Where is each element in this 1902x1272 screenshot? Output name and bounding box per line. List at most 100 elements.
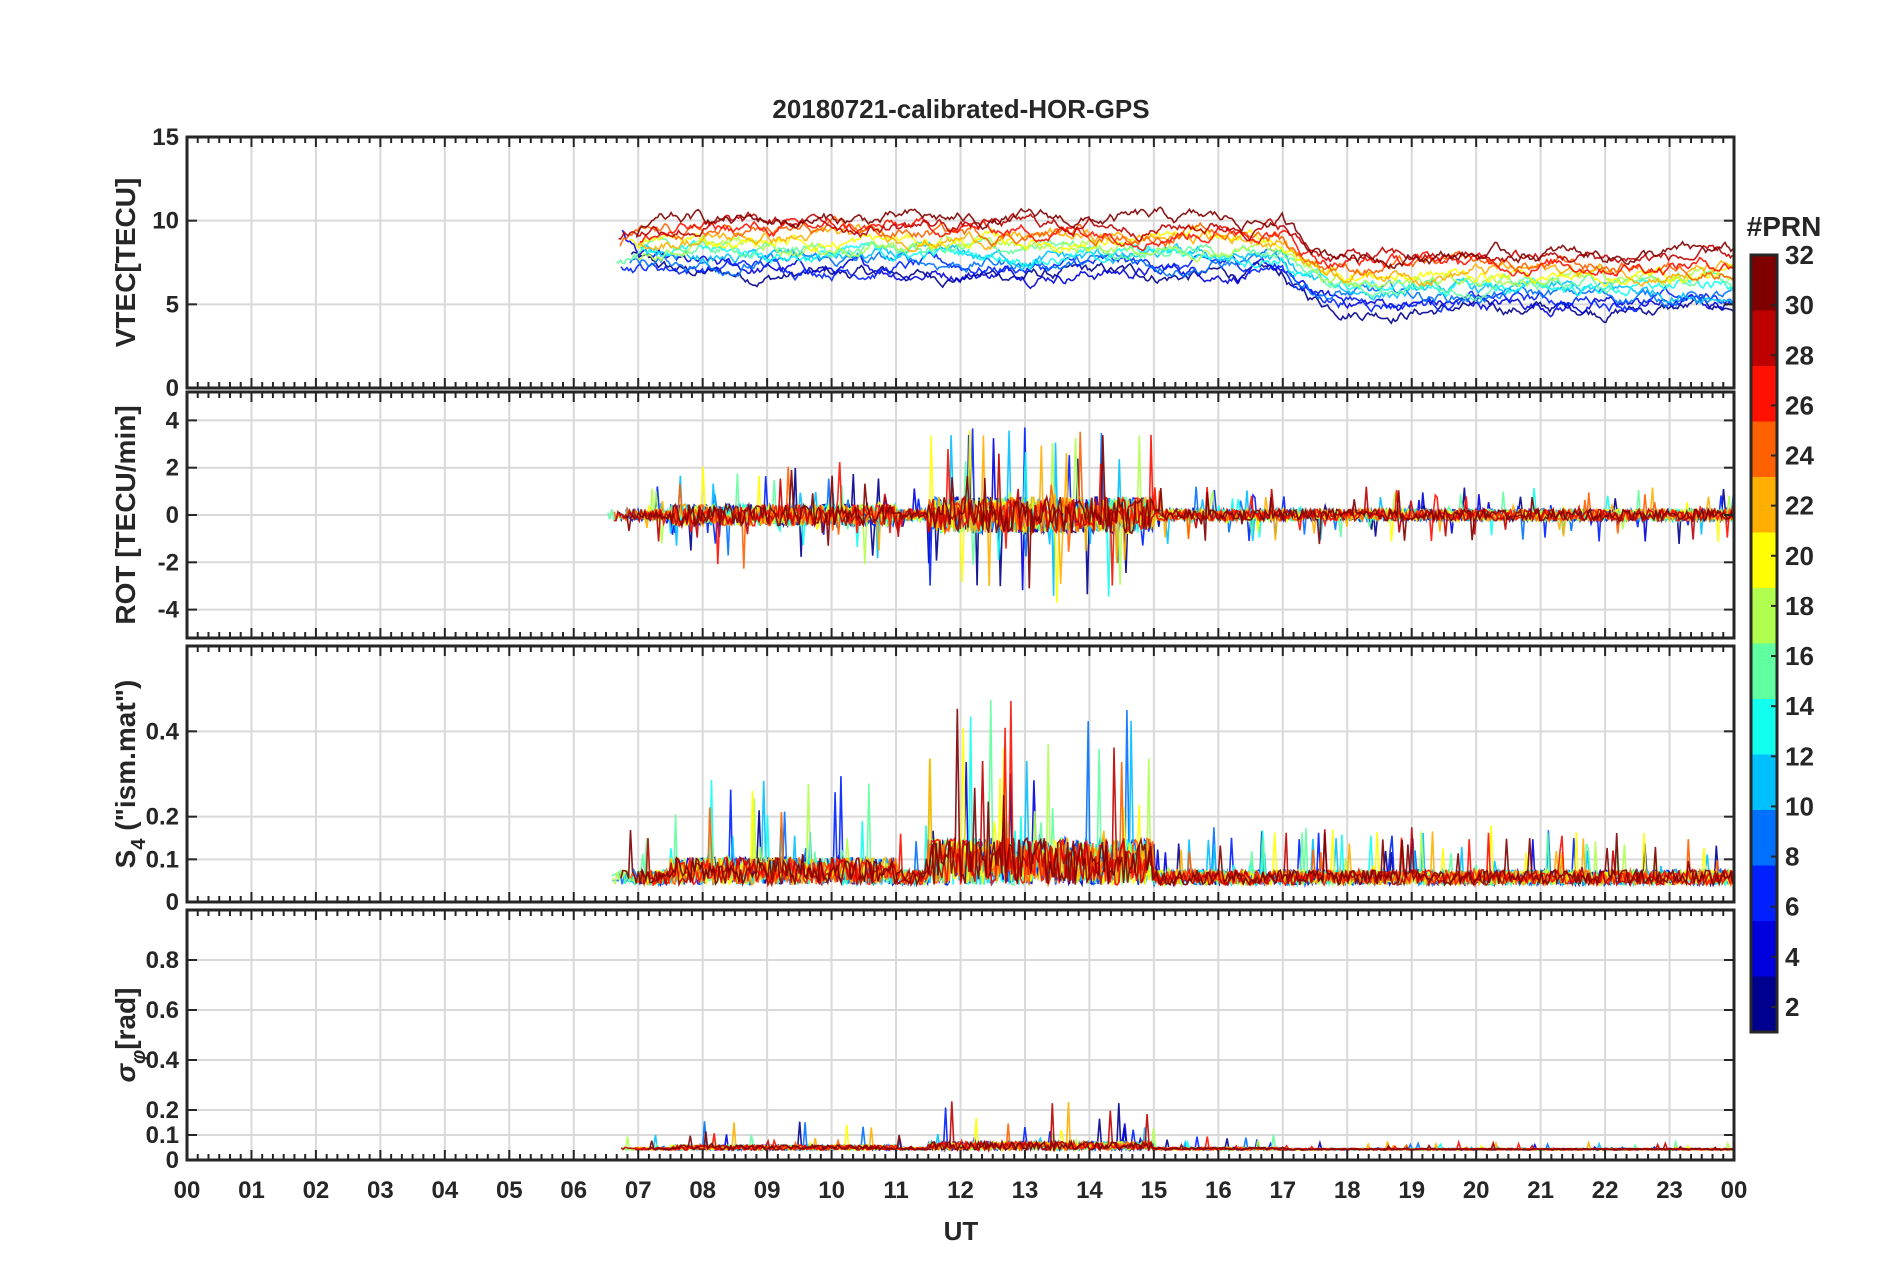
colorbar-tick-label: 10 [1785,791,1814,821]
series-line [624,433,1734,557]
x-tick-label: 07 [625,1177,652,1204]
colorbar-tick-label: 20 [1785,541,1814,571]
colorbar-label: #PRN [1747,211,1822,242]
x-tick-label: 03 [367,1177,394,1204]
colorbar-segment [1751,366,1777,422]
colorbar-tick-label: 8 [1785,842,1799,872]
y-tick-label: 0.6 [146,997,179,1024]
y-tick-label: 4 [166,407,180,434]
colorbar-segment [1751,754,1777,811]
colorbar-tick-label: 28 [1785,340,1814,370]
colorbar-segment [1751,421,1777,478]
y-tick-label: 0.4 [146,718,180,745]
x-tick-label: 23 [1656,1177,1683,1204]
x-tick-label: 08 [689,1177,716,1204]
colorbar-tick-label: 30 [1785,290,1814,320]
series-line [629,248,1733,308]
series-line [620,708,1734,888]
colorbar-tick-label: 12 [1785,741,1814,771]
colorbar-tick-label: 4 [1785,942,1800,972]
series-line [635,206,1734,270]
x-tick-label: 22 [1592,1177,1619,1204]
y-tick-label: 2 [166,455,179,482]
colorbar-segment [1751,255,1777,311]
y-tick-label: -2 [158,549,179,576]
y-tick-label: 10 [152,208,179,235]
colorbar-tick-label: 2 [1785,992,1799,1022]
y-tick-label: 5 [166,291,179,318]
colorbar-segment [1751,699,1777,755]
x-tick-label: 17 [1269,1177,1296,1204]
panel-rot: -4 -2 0 2 4 ROT [TECU/min] [110,390,1736,640]
series-group [607,427,1734,603]
series-line [647,1131,1733,1153]
x-tick-label: 11 [883,1177,908,1204]
colorbar-segment [1751,310,1777,367]
y-tick-label: 0 [166,502,179,529]
series-line [620,251,1734,313]
x-tick-label: 16 [1205,1177,1232,1204]
series-line [620,1101,1734,1154]
colorbar-frame [1749,253,1779,1034]
panel-sigphi: 00.10.2 0.4 0.6 0.8 σφ[rad] [110,908,1736,1174]
x-tick-label: 00 [174,1177,201,1204]
colorbar-segment [1751,921,1777,977]
x-tick-label: 10 [818,1177,845,1204]
series-line [640,216,1734,278]
x-tick-label: 02 [303,1177,330,1204]
series-line [619,215,1734,282]
series-line [650,700,1733,888]
y-tick-label: -4 [158,597,180,624]
y-axis-label: σφ[rad] [110,988,150,1083]
y-tick-label: 0 [166,1147,179,1174]
colorbar-tick-label: 32 [1785,240,1814,270]
series-line [638,239,1733,298]
y-tick-label: 0.4 [146,1047,180,1074]
series-line [618,458,1734,595]
colorbar-segment [1751,810,1777,866]
x-tick-label: 21 [1527,1177,1554,1204]
x-tick-label: 00 [1721,1177,1748,1204]
x-tick-label: 12 [947,1177,974,1204]
x-tick-label: 01 [238,1177,265,1204]
colorbar-tick-label: 26 [1785,390,1814,420]
colorbar-segment [1751,588,1777,644]
colorbar-tick-label: 22 [1785,491,1814,521]
colorbar-tick-label: 16 [1785,641,1814,671]
panel-vtec: 0 5 10 15 VTEC[TECU] [110,124,1736,402]
y-tick-label: 0.8 [146,947,179,974]
x-tick-label: 20 [1463,1177,1490,1204]
colorbar-tick-label: 24 [1785,441,1814,471]
x-tick-label: 06 [560,1177,587,1204]
colorbar-segment [1751,643,1777,700]
x-tick-label: 14 [1076,1177,1103,1204]
figure-title: 20180721-calibrated-HOR-GPS [772,94,1149,124]
x-tick-label: 04 [431,1177,458,1204]
x-axis-label: UT [944,1216,979,1246]
colorbar-tick-label: 14 [1785,691,1814,721]
colorbar-tick-label: 6 [1785,892,1799,922]
x-tick-label: 13 [1012,1177,1039,1204]
y-axis-label: ROT [TECU/min] [110,405,141,624]
y-tick-label: 15 [152,124,179,151]
series-group [616,206,1734,325]
y-axis-label: S4 ("ism.mat") [110,680,150,869]
colorbar-segment [1751,976,1777,1033]
colorbar-tick-label: 18 [1785,591,1814,621]
y-tick-label: 0 [166,375,179,402]
y-tick-label: 0.1 [146,1122,179,1149]
colorbar-segment [1751,532,1777,589]
x-tick-label: 09 [754,1177,781,1204]
panel-s4: 0 0.1 0.2 0.4S4 ("ism.mat") [110,644,1736,916]
series-line [621,229,1734,318]
x-tick-label: 18 [1334,1177,1361,1204]
y-tick-label: 0.2 [146,1097,179,1124]
y-axis-label: VTEC[TECU] [110,178,141,348]
series-group [611,699,1734,889]
y-tick-label: 0 [166,889,179,916]
series-line [624,435,1734,589]
x-tick-label: 15 [1141,1177,1168,1204]
